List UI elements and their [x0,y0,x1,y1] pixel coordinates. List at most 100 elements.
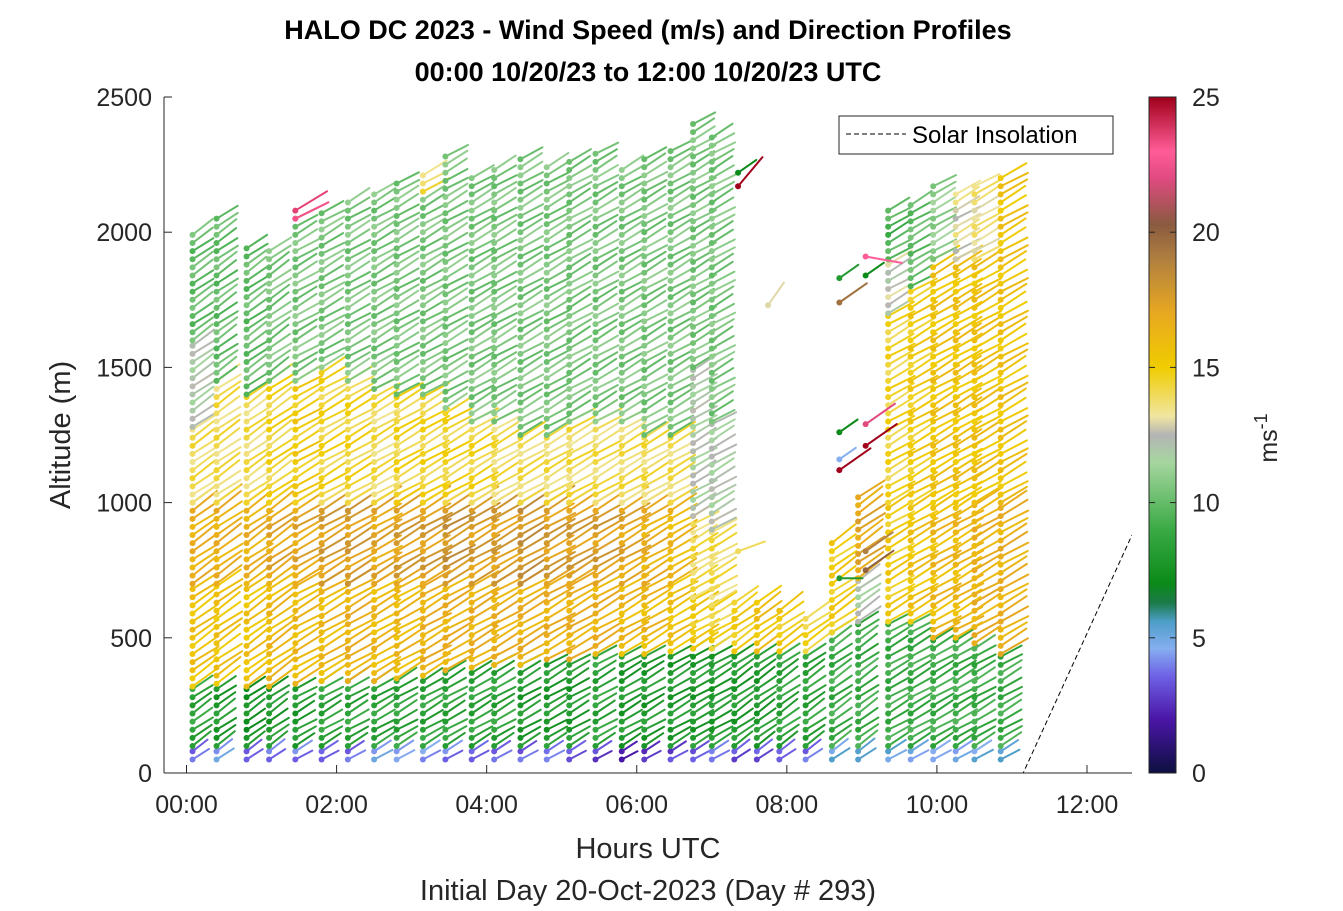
wind-barb [907,447,939,466]
wind-barb [997,387,1027,409]
wind-barb [708,228,734,247]
wind-barb [292,220,318,238]
wind-barb [952,315,983,336]
wind-barb [491,471,521,490]
wind-barb [517,257,543,276]
wind-barb [667,461,696,482]
wind-barb [419,316,447,333]
wind-barb [592,750,613,763]
wind-barb [393,461,422,482]
wind-barb [971,310,1003,328]
wind-barb [618,384,645,401]
wind-barb [213,227,238,247]
wind-barb [318,346,346,363]
wind-barb [491,428,520,449]
wind-barb [442,386,469,403]
wind-barb [292,692,317,709]
wind-barb [468,196,495,214]
wind-barb [997,480,1029,498]
wind-barb [318,375,349,393]
wind-barb [419,341,447,357]
wind-barb [468,592,499,614]
wind-barb [855,503,886,525]
wind-barb [491,692,516,709]
wind-barb [618,376,646,393]
wind-barb [344,641,377,660]
wind-barb [997,309,1029,328]
wind-barb [243,265,268,284]
wind-barb [566,302,593,320]
wind-barb [543,225,570,244]
wind-barb [592,228,619,247]
wind-barb [442,415,473,433]
wind-barb [292,344,320,360]
wind-barb [566,677,590,693]
wind-barb [344,260,371,279]
wind-barb [971,570,1002,590]
wind-barb [491,481,521,498]
wind-barb [952,541,985,560]
wind-barb [468,624,499,647]
wind-barb [641,235,669,252]
wind-barb [971,725,997,741]
wind-barb [543,244,571,260]
wind-barb [419,439,450,457]
wind-barb [930,174,957,190]
wind-barb [930,349,960,368]
wind-barb [189,328,216,349]
wind-barb [566,699,590,717]
wind-barb [266,268,292,287]
wind-barb [442,231,469,249]
wind-barb [189,516,219,539]
wind-barb [393,316,420,333]
wind-barb [393,637,425,658]
wind-barb [468,390,494,409]
wind-barb [491,518,523,539]
wind-barb [371,453,400,474]
wind-barb [690,564,719,585]
wind-barb [468,252,495,271]
wind-barb [266,372,296,393]
wind-barb [566,625,596,647]
wind-barb [344,387,374,409]
wind-barb [344,439,375,457]
wind-barb [189,237,215,255]
wind-barb [517,740,538,755]
wind-barb [543,363,570,382]
wind-barb [952,348,983,368]
wind-barb [618,181,645,198]
wind-barb [885,708,910,725]
wind-barb [930,516,962,536]
wind-barb [292,228,319,247]
wind-barb [543,331,570,349]
wind-barb [997,676,1023,693]
wind-barb [997,541,1030,560]
wind-barb [618,398,645,417]
wind-barb [543,686,569,701]
wind-barb [517,512,550,530]
wind-barb [731,657,755,676]
wind-barb [753,684,779,701]
wind-barb [442,486,472,506]
wind-barb [266,645,296,666]
wind-barb [618,732,642,749]
wind-barb [442,168,469,184]
wind-barb [442,396,472,417]
wind-barb [641,534,673,555]
wind-barb [566,325,591,344]
wind-barb [292,699,316,717]
wind-barb [667,203,695,219]
wind-barb [189,393,215,414]
wind-barb [566,318,593,336]
wind-barb [213,664,241,687]
wind-barb [371,676,396,693]
wind-barb [776,617,805,639]
wind-barb [997,549,1029,568]
wind-barb [468,246,495,263]
wind-barb [952,615,985,633]
wind-barb [419,511,453,530]
wind-barb [266,738,286,755]
wind-barb [393,480,424,498]
wind-barb [592,187,618,206]
